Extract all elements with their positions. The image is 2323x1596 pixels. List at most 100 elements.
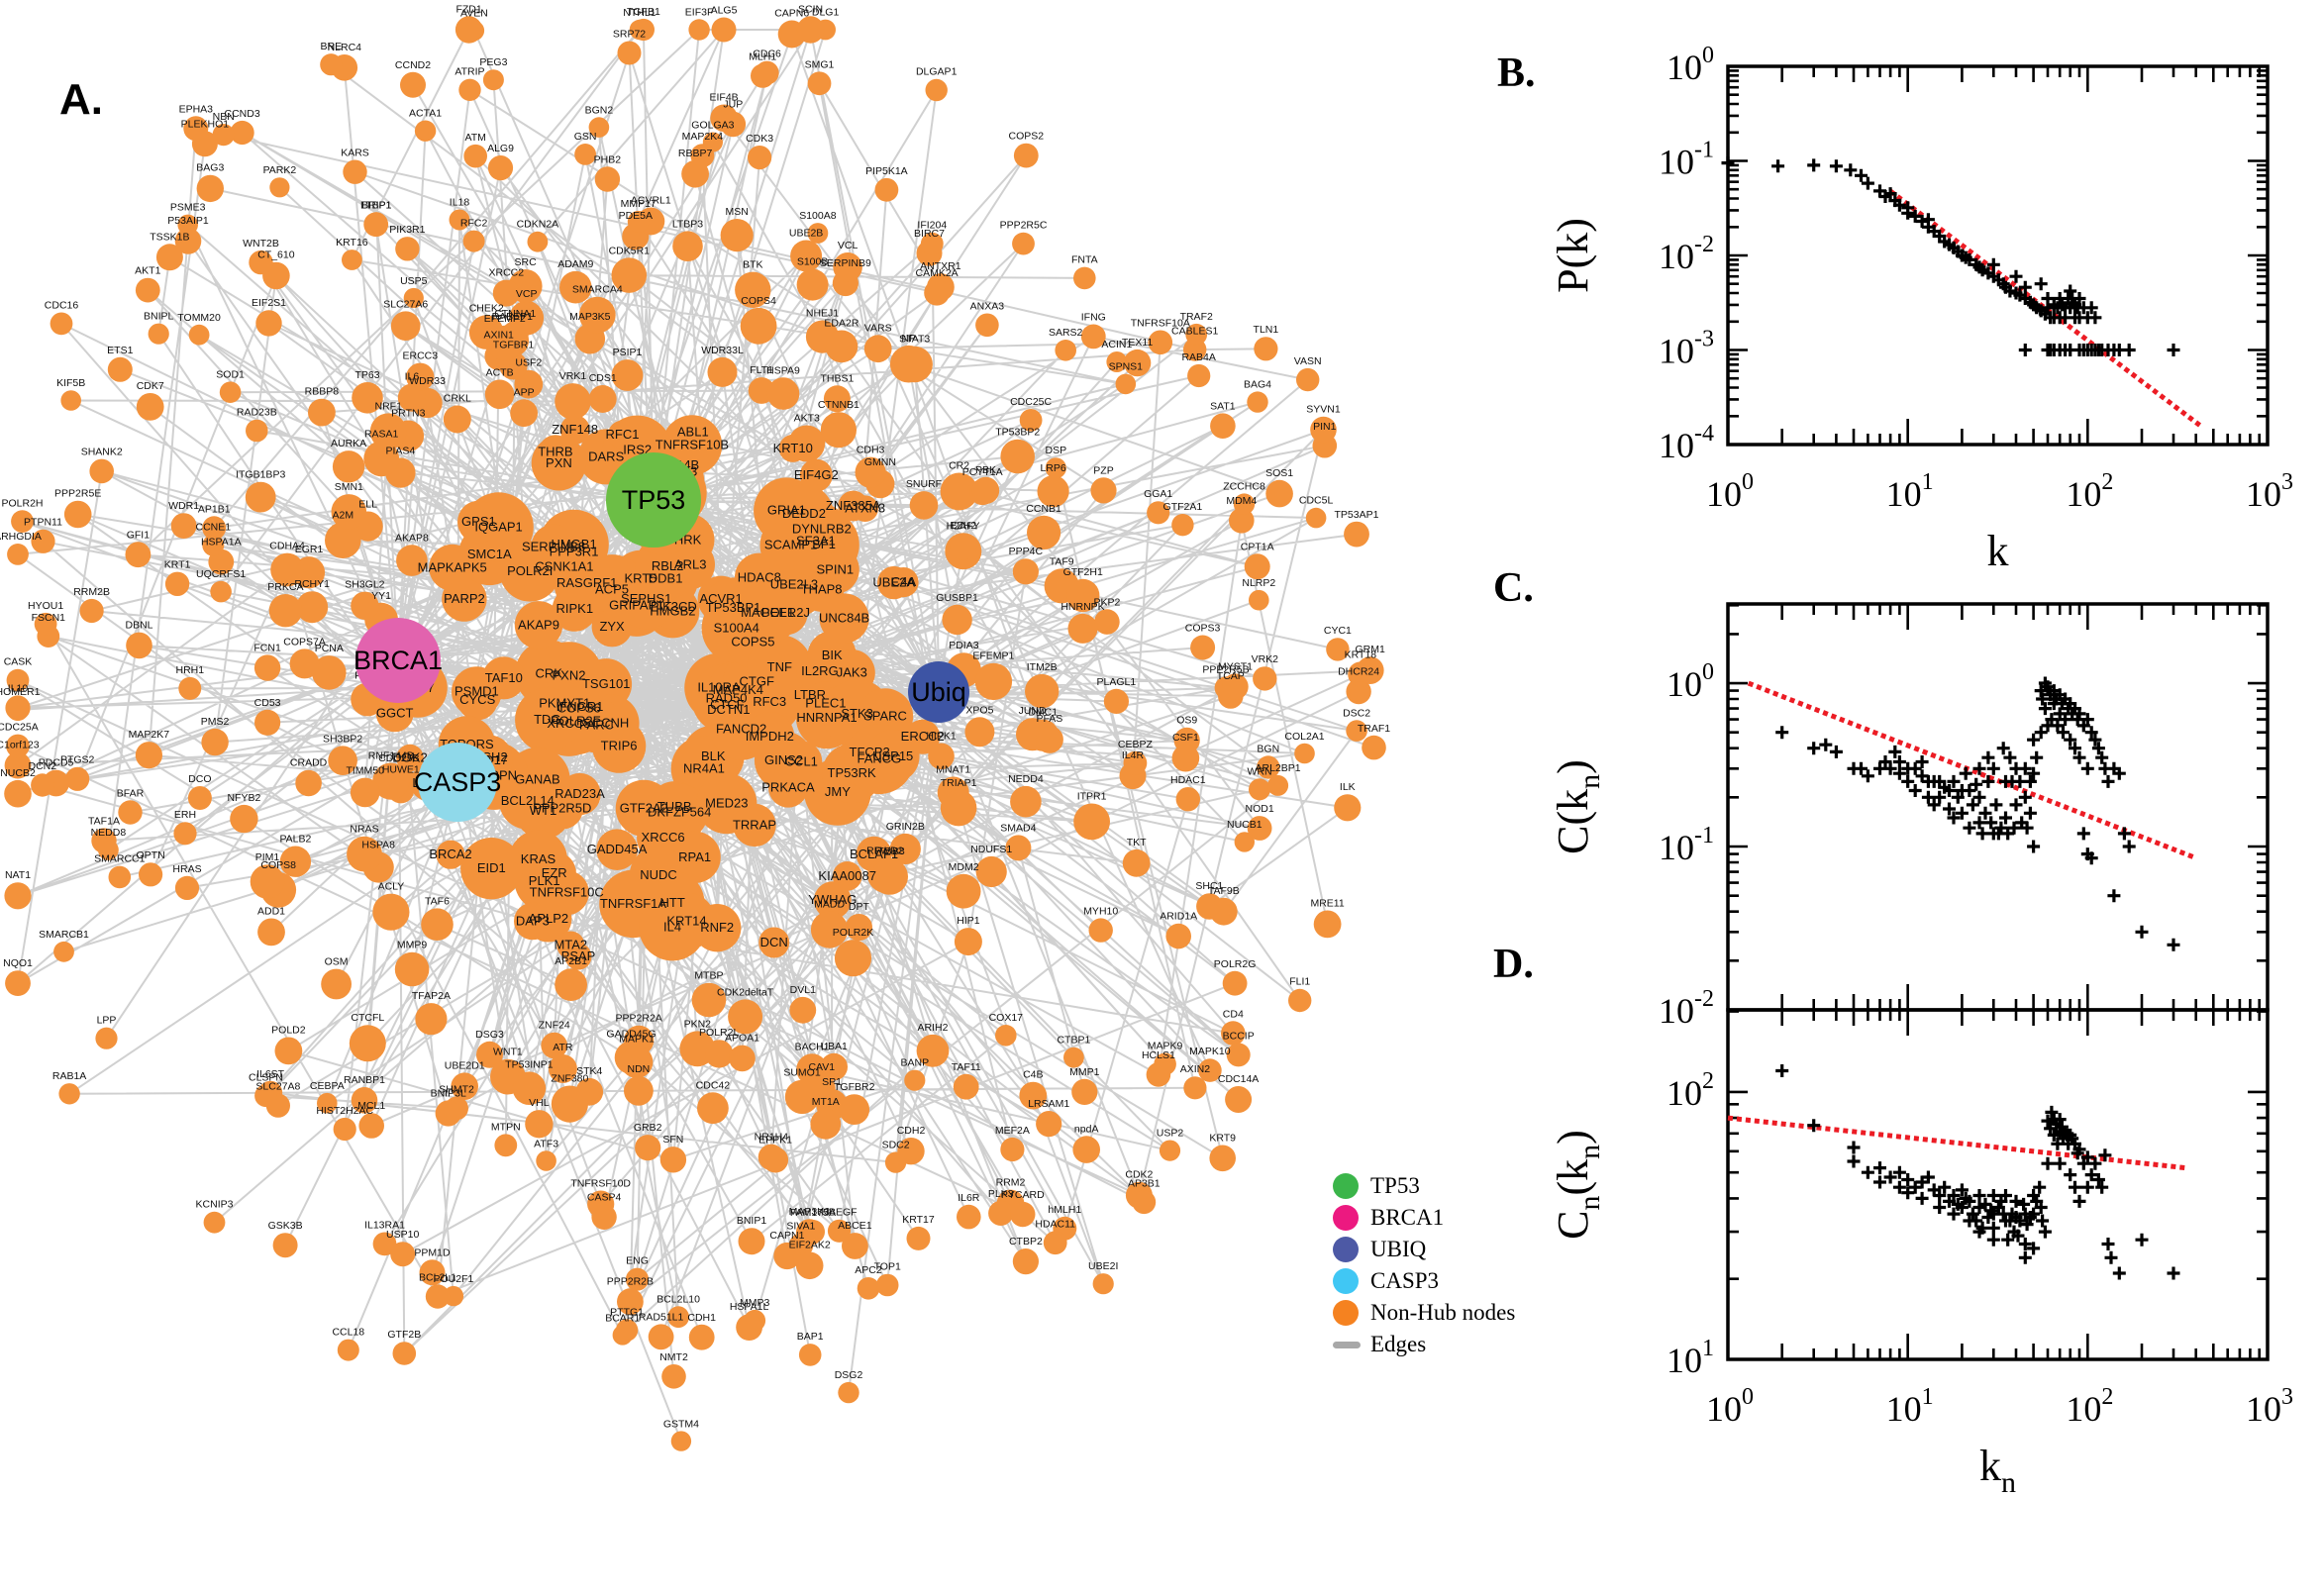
- network-node: [768, 767, 808, 808]
- network-node-label: CDK2deltaT: [717, 986, 774, 998]
- network-node-label: BAG3: [196, 162, 224, 174]
- network-node: [1071, 1078, 1098, 1105]
- network-node-label: PCYT1A: [962, 466, 1003, 478]
- network-node: [988, 1200, 1014, 1226]
- network-node: [400, 71, 426, 98]
- network-node-label: HRH1: [176, 664, 205, 676]
- network-node-label: PARC: [579, 718, 614, 733]
- network-node-label: IQGAP1: [474, 520, 522, 535]
- network-node-label: MMP3: [740, 1297, 769, 1309]
- network-node-label: RFWD2: [866, 845, 903, 856]
- network-node: [957, 1204, 981, 1230]
- network-node-label: HDAC8: [738, 570, 781, 585]
- network-node-label: S100A4: [714, 621, 759, 636]
- network-node-label: MAP3K3: [789, 1206, 831, 1218]
- network-node-label: TSSK1B: [150, 231, 189, 243]
- network-node: [249, 249, 273, 275]
- network-node: [796, 16, 825, 44]
- network-node-label: TIMM50: [346, 765, 384, 777]
- network-node-label: SRP72: [613, 29, 646, 41]
- network-node-label: MAP3K5: [569, 311, 611, 323]
- network-node: [1190, 635, 1216, 660]
- network-node: [174, 228, 202, 254]
- network-node: [201, 728, 229, 756]
- network-node-label: POU2F1: [433, 1273, 473, 1285]
- network-node-label: CAMK2A: [916, 267, 959, 279]
- network-node-label: AKT1: [135, 265, 160, 277]
- network-node-label: CDC25C: [1010, 396, 1052, 408]
- network-node-label: ARID1A: [1160, 911, 1197, 923]
- network-node: [1198, 1058, 1222, 1082]
- network-node-label: SNURF: [906, 478, 942, 490]
- network-node: [1147, 501, 1170, 525]
- network-node-label: AP3B1: [1128, 1177, 1161, 1189]
- network-node-label: USF2: [515, 357, 542, 369]
- network-node-label: SYVN1: [1306, 404, 1341, 416]
- network-node-label: IL13RA1: [364, 1220, 405, 1232]
- network-node-label: CDC25A: [0, 722, 39, 734]
- network-node: [91, 828, 117, 853]
- network-node-label: CASK: [4, 656, 33, 668]
- network-node: [363, 441, 400, 477]
- network-node-label: FNTA: [1071, 254, 1098, 266]
- network-node-label: CDC16: [45, 300, 79, 312]
- network-node: [484, 379, 515, 410]
- network-node: [1225, 1086, 1253, 1113]
- nonhub-swatch-icon: [1333, 1300, 1359, 1326]
- network-node: [95, 1027, 118, 1049]
- network-node-label: ALG5: [711, 5, 738, 17]
- network-node-label: PALB2: [279, 834, 311, 846]
- network-node-label: NR1H4: [755, 1132, 789, 1144]
- network-node-label: RNF144B: [368, 750, 414, 762]
- network-node-label: TUBB: [657, 799, 692, 814]
- network-node-label: HIP1: [957, 915, 980, 927]
- network-node: [514, 902, 552, 941]
- network-node: [810, 1108, 842, 1140]
- network-node-label: UBE2I: [1088, 1260, 1118, 1272]
- tp53-swatch-icon: [1333, 1173, 1359, 1199]
- network-node: [1222, 673, 1249, 700]
- network-node: [527, 231, 549, 252]
- network-node: [1073, 803, 1110, 841]
- network-node-label: TAF11: [952, 1061, 981, 1073]
- network-node: [487, 155, 514, 181]
- network-node: [909, 491, 939, 520]
- network-node: [449, 209, 470, 231]
- data-points: [1775, 1064, 2180, 1280]
- network-node-label: HRAS: [172, 863, 201, 875]
- network-node-label: TCAP: [1217, 670, 1245, 682]
- network-node: [889, 833, 921, 865]
- network-node: [995, 1025, 1017, 1047]
- network-node: [825, 330, 858, 363]
- network-node: [738, 1228, 765, 1255]
- network-node: [1012, 232, 1035, 255]
- network-node-label: SMN1: [335, 481, 363, 493]
- network-node-label: SARS2: [1049, 327, 1083, 339]
- network-node-label: BNIP3L: [431, 1087, 466, 1099]
- network-node: [1055, 340, 1076, 361]
- network-node-label: CDC42: [696, 1079, 731, 1091]
- network-node-label: TAF1A: [88, 815, 120, 827]
- network-node: [927, 273, 955, 301]
- network-node-label: ERH: [174, 809, 196, 821]
- network-node-label: WT1: [530, 803, 556, 818]
- network-node-label: MAPK1: [619, 1033, 655, 1045]
- network-node-label: TOP1: [874, 1261, 901, 1273]
- network-node: [270, 552, 304, 587]
- hub-node-ubiq: [908, 661, 969, 723]
- network-node-label: CDHA4: [269, 541, 305, 552]
- network-node-label: JAK3: [837, 665, 867, 680]
- network-node: [928, 743, 955, 770]
- network-node-label: BIRC7: [914, 228, 945, 240]
- network-node: [839, 1094, 870, 1125]
- network-node-label: SPNS1: [1109, 361, 1144, 373]
- network-node-label: IL4: [663, 920, 681, 935]
- network-node-label: SEPHS1: [621, 591, 671, 606]
- network-node: [833, 251, 862, 282]
- network-node: [729, 1045, 756, 1072]
- network-node-label: ZNF380: [551, 1073, 588, 1085]
- network-node: [34, 612, 57, 636]
- network-node-label: WDR33L: [701, 345, 744, 356]
- network-node-label: KRT10: [773, 441, 813, 455]
